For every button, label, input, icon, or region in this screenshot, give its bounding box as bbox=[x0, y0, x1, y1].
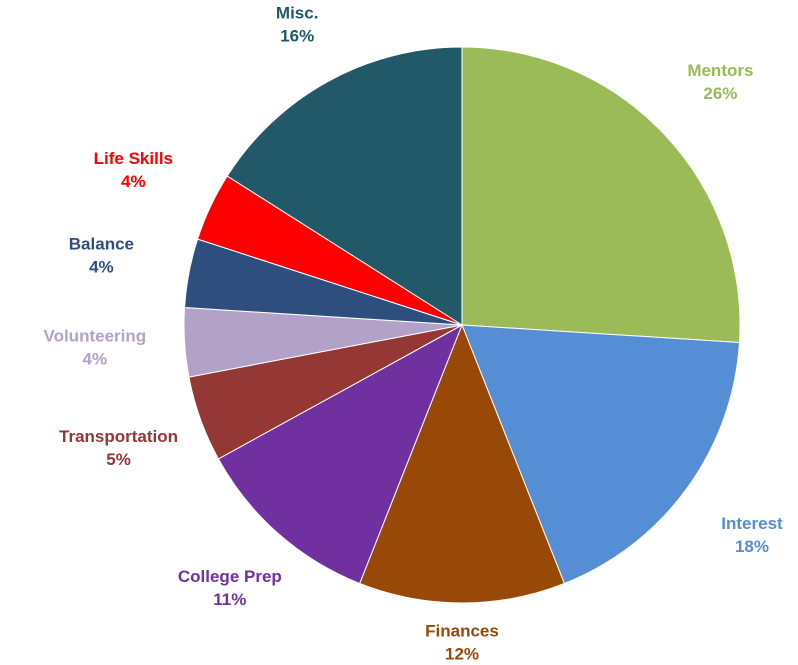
slice-label: Transportation bbox=[59, 427, 178, 446]
slice-label: Mentors bbox=[687, 61, 753, 80]
pie-slice bbox=[359, 323, 565, 604]
slice-value-label: 12% bbox=[445, 644, 479, 663]
pie-slice bbox=[226, 46, 463, 326]
pie-slice bbox=[461, 324, 740, 585]
slice-label: Interest bbox=[721, 514, 783, 533]
pie-slice bbox=[461, 46, 741, 343]
slice-label: Finances bbox=[425, 621, 499, 640]
slice-value-label: 11% bbox=[213, 590, 246, 609]
slice-value-label: 16% bbox=[280, 27, 314, 46]
slice-value-label: 4% bbox=[121, 172, 146, 191]
slice-value-label: 18% bbox=[735, 537, 769, 556]
slice-label: Life Skills bbox=[94, 149, 173, 168]
slice-label: College Prep bbox=[178, 567, 282, 586]
slice-value-label: 5% bbox=[106, 450, 131, 469]
pie-slice bbox=[217, 323, 463, 585]
slice-label: Volunteering bbox=[44, 327, 147, 346]
slice-value-label: 4% bbox=[89, 258, 114, 277]
slice-value-label: 26% bbox=[703, 84, 737, 103]
slice-label: Misc. bbox=[276, 4, 319, 23]
slice-label: Balance bbox=[69, 235, 134, 254]
slice-value-label: 4% bbox=[83, 350, 108, 369]
